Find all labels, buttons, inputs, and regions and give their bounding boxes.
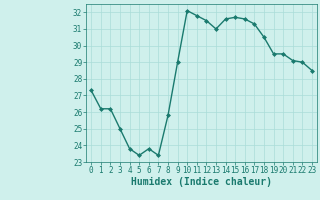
X-axis label: Humidex (Indice chaleur): Humidex (Indice chaleur) bbox=[131, 177, 272, 187]
